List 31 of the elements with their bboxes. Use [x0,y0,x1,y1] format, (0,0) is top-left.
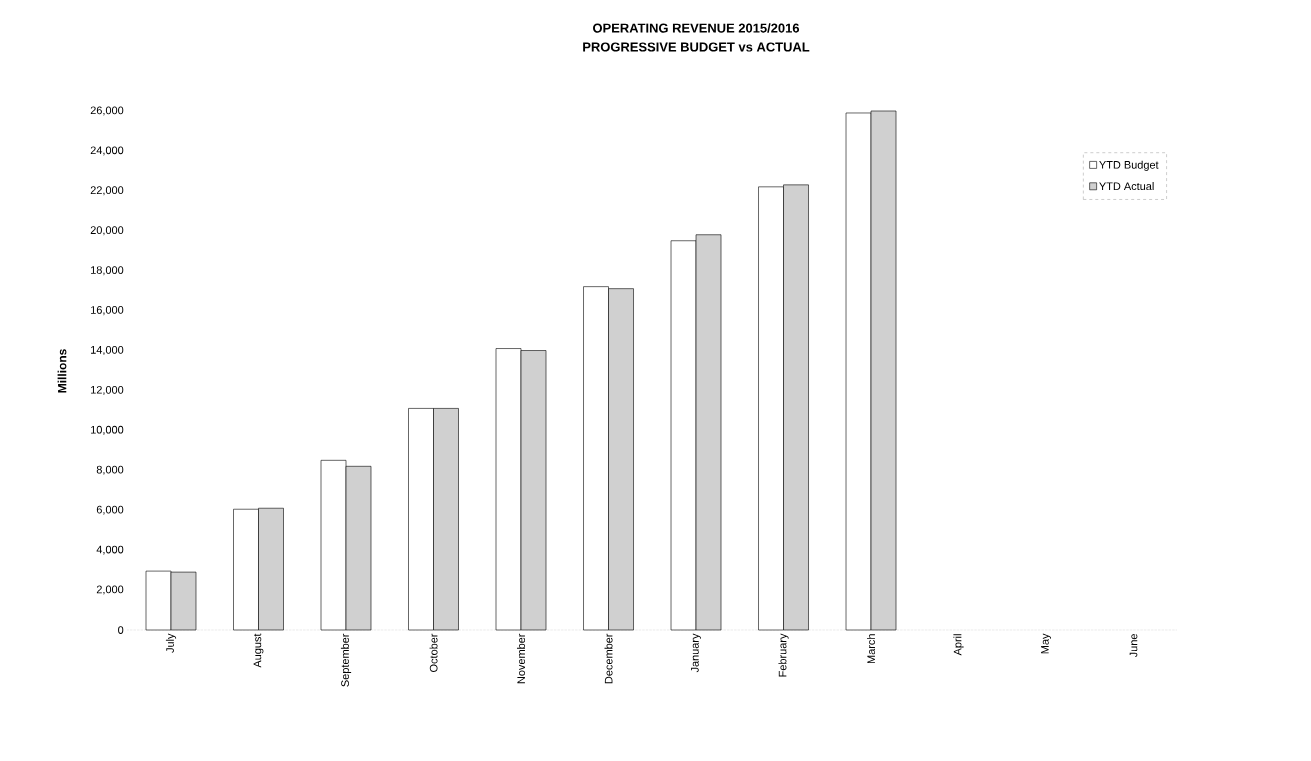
y-tick-label: 12,000 [91,385,124,395]
legend-label: YTD Actual [1099,182,1154,191]
x-tick-label: August [253,633,264,668]
y-tick-label: 10,000 [91,425,124,435]
y-tick-label: 24,000 [90,146,124,156]
chart-title: OPERATING REVENUE 2015/2016 [593,23,800,33]
x-tick-label: June [1129,634,1138,658]
y-tick-label: 0 [118,626,124,634]
y-tick-label: 16,000 [91,306,124,316]
chart-subtitle: PROGRESSIVE BUDGET vs ACTUAL [583,42,810,52]
y-tick-label: 8,000 [96,465,124,475]
y-tick-label: 6,000 [96,505,124,515]
x-tick-label: December [604,633,613,684]
y-tick-label: 22,000 [90,186,124,196]
legend-label: YTD Budget [1099,160,1159,171]
x-tick-label: February [778,633,789,677]
x-tick-label: November [516,633,526,684]
x-tick-label: September [340,633,352,687]
y-tick-label: 20,000 [90,226,124,236]
x-tick-label: March [867,634,876,664]
y-tick-label: 14,000 [91,346,124,356]
y-axis-title: Millions [57,349,67,393]
x-tick-label: July [165,633,177,653]
x-tick-label: January [691,633,701,673]
x-tick-label: May [1041,633,1051,654]
y-tick-label: 26,000 [90,106,124,116]
x-tick-label: April [953,634,964,656]
y-tick-label: 4,000 [96,545,124,555]
y-tick-label: 18,000 [91,266,124,276]
y-tick-label: 2,000 [96,585,124,595]
x-tick-label: October [429,633,438,672]
